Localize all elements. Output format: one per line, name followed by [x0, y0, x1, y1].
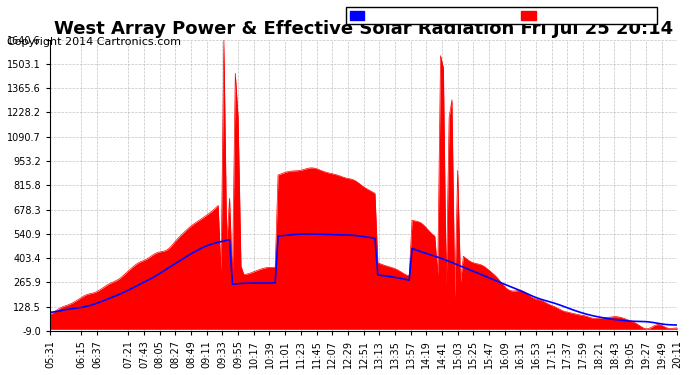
Text: Copyright 2014 Cartronics.com: Copyright 2014 Cartronics.com [7, 37, 181, 47]
Legend: Radiation (Effective w/m2), West Array (DC Watts): Radiation (Effective w/m2), West Array (… [346, 7, 657, 24]
Title: West Array Power & Effective Solar Radiation Fri Jul 25 20:14: West Array Power & Effective Solar Radia… [54, 20, 673, 38]
